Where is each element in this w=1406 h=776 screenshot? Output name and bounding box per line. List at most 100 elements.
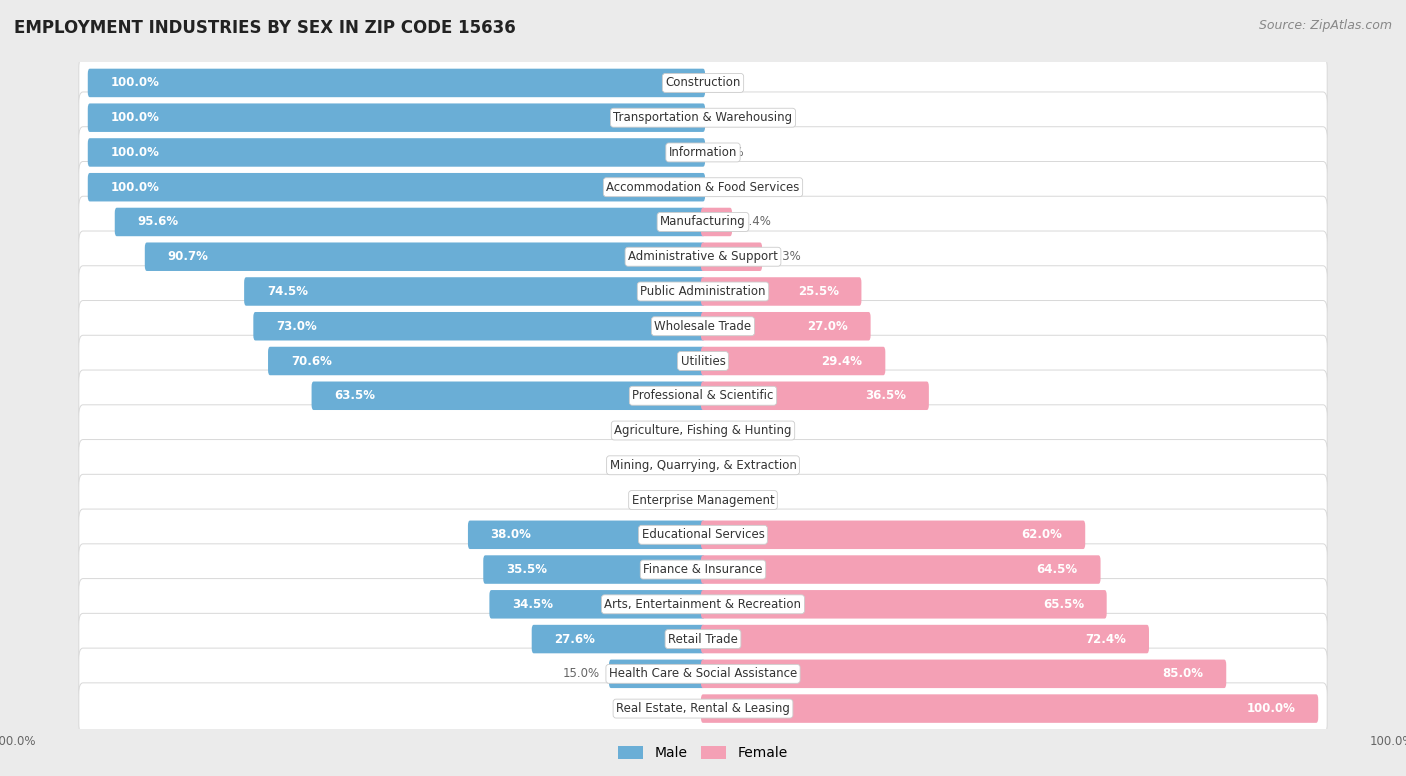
Text: 0.0%: 0.0%	[714, 111, 744, 124]
Text: 90.7%: 90.7%	[167, 250, 208, 263]
FancyBboxPatch shape	[79, 579, 1327, 630]
FancyBboxPatch shape	[79, 57, 1327, 109]
Text: Mining, Quarrying, & Extraction: Mining, Quarrying, & Extraction	[610, 459, 796, 472]
Text: 70.6%: 70.6%	[291, 355, 332, 368]
Text: 29.4%: 29.4%	[821, 355, 863, 368]
FancyBboxPatch shape	[79, 126, 1327, 178]
FancyBboxPatch shape	[87, 69, 704, 97]
Text: 0.0%: 0.0%	[662, 424, 692, 437]
Text: Manufacturing: Manufacturing	[661, 216, 745, 228]
FancyBboxPatch shape	[145, 242, 704, 271]
FancyBboxPatch shape	[609, 660, 704, 688]
FancyBboxPatch shape	[87, 138, 704, 167]
Text: Construction: Construction	[665, 76, 741, 89]
Text: Wholesale Trade: Wholesale Trade	[654, 320, 752, 333]
Text: 73.0%: 73.0%	[276, 320, 316, 333]
Text: Educational Services: Educational Services	[641, 528, 765, 542]
FancyBboxPatch shape	[79, 161, 1327, 213]
Text: Accommodation & Food Services: Accommodation & Food Services	[606, 181, 800, 194]
FancyBboxPatch shape	[702, 208, 733, 236]
FancyBboxPatch shape	[79, 300, 1327, 352]
FancyBboxPatch shape	[468, 521, 704, 549]
Text: 0.0%: 0.0%	[714, 424, 744, 437]
FancyBboxPatch shape	[702, 590, 1107, 618]
FancyBboxPatch shape	[702, 382, 929, 410]
Text: Utilities: Utilities	[681, 355, 725, 368]
Text: 25.5%: 25.5%	[797, 285, 839, 298]
Text: 0.0%: 0.0%	[662, 494, 692, 507]
Text: Transportation & Warehousing: Transportation & Warehousing	[613, 111, 793, 124]
Text: 0.0%: 0.0%	[714, 494, 744, 507]
FancyBboxPatch shape	[79, 683, 1327, 734]
Text: Finance & Insurance: Finance & Insurance	[644, 563, 762, 576]
FancyBboxPatch shape	[702, 521, 1085, 549]
Text: 63.5%: 63.5%	[335, 390, 375, 402]
Text: 38.0%: 38.0%	[491, 528, 531, 542]
Text: 35.5%: 35.5%	[506, 563, 547, 576]
FancyBboxPatch shape	[79, 509, 1327, 560]
FancyBboxPatch shape	[79, 405, 1327, 456]
FancyBboxPatch shape	[269, 347, 704, 376]
Text: EMPLOYMENT INDUSTRIES BY SEX IN ZIP CODE 15636: EMPLOYMENT INDUSTRIES BY SEX IN ZIP CODE…	[14, 19, 516, 37]
Text: 62.0%: 62.0%	[1022, 528, 1063, 542]
Text: Health Care & Social Assistance: Health Care & Social Assistance	[609, 667, 797, 681]
FancyBboxPatch shape	[531, 625, 704, 653]
FancyBboxPatch shape	[702, 347, 886, 376]
FancyBboxPatch shape	[79, 231, 1327, 282]
FancyBboxPatch shape	[87, 103, 704, 132]
Text: Agriculture, Fishing & Hunting: Agriculture, Fishing & Hunting	[614, 424, 792, 437]
Text: 100.0%: 100.0%	[111, 146, 159, 159]
FancyBboxPatch shape	[79, 613, 1327, 665]
Text: 64.5%: 64.5%	[1036, 563, 1078, 576]
Legend: Male, Female: Male, Female	[613, 740, 793, 766]
Text: Retail Trade: Retail Trade	[668, 632, 738, 646]
FancyBboxPatch shape	[79, 648, 1327, 699]
FancyBboxPatch shape	[79, 335, 1327, 386]
Text: 27.6%: 27.6%	[554, 632, 595, 646]
Text: 36.5%: 36.5%	[865, 390, 905, 402]
Text: Real Estate, Rental & Leasing: Real Estate, Rental & Leasing	[616, 702, 790, 715]
FancyBboxPatch shape	[489, 590, 704, 618]
Text: 85.0%: 85.0%	[1163, 667, 1204, 681]
FancyBboxPatch shape	[79, 265, 1327, 317]
FancyBboxPatch shape	[79, 544, 1327, 595]
FancyBboxPatch shape	[79, 370, 1327, 421]
Text: Public Administration: Public Administration	[640, 285, 766, 298]
FancyBboxPatch shape	[702, 556, 1101, 584]
Text: Arts, Entertainment & Recreation: Arts, Entertainment & Recreation	[605, 598, 801, 611]
FancyBboxPatch shape	[702, 242, 762, 271]
Text: 15.0%: 15.0%	[562, 667, 600, 681]
Text: 100.0%: 100.0%	[111, 76, 159, 89]
Text: Source: ZipAtlas.com: Source: ZipAtlas.com	[1258, 19, 1392, 33]
FancyBboxPatch shape	[702, 695, 1319, 722]
Text: 0.0%: 0.0%	[662, 702, 692, 715]
FancyBboxPatch shape	[245, 277, 704, 306]
Text: 0.0%: 0.0%	[714, 146, 744, 159]
Text: 0.0%: 0.0%	[662, 459, 692, 472]
FancyBboxPatch shape	[702, 312, 870, 341]
Text: 100.0%: 100.0%	[111, 111, 159, 124]
FancyBboxPatch shape	[79, 92, 1327, 144]
Text: 72.4%: 72.4%	[1085, 632, 1126, 646]
FancyBboxPatch shape	[253, 312, 704, 341]
FancyBboxPatch shape	[79, 196, 1327, 248]
Text: 100.0%: 100.0%	[111, 181, 159, 194]
Text: 0.0%: 0.0%	[714, 459, 744, 472]
Text: Information: Information	[669, 146, 737, 159]
Text: 74.5%: 74.5%	[267, 285, 308, 298]
FancyBboxPatch shape	[702, 660, 1226, 688]
Text: 95.6%: 95.6%	[138, 216, 179, 228]
FancyBboxPatch shape	[702, 625, 1149, 653]
FancyBboxPatch shape	[79, 474, 1327, 526]
FancyBboxPatch shape	[87, 173, 704, 202]
FancyBboxPatch shape	[115, 208, 704, 236]
Text: Administrative & Support: Administrative & Support	[628, 250, 778, 263]
Text: 100.0%: 100.0%	[1247, 702, 1295, 715]
Text: 27.0%: 27.0%	[807, 320, 848, 333]
FancyBboxPatch shape	[312, 382, 704, 410]
Text: 65.5%: 65.5%	[1043, 598, 1084, 611]
Text: 34.5%: 34.5%	[512, 598, 553, 611]
Text: Professional & Scientific: Professional & Scientific	[633, 390, 773, 402]
Text: 0.0%: 0.0%	[714, 181, 744, 194]
FancyBboxPatch shape	[79, 439, 1327, 491]
